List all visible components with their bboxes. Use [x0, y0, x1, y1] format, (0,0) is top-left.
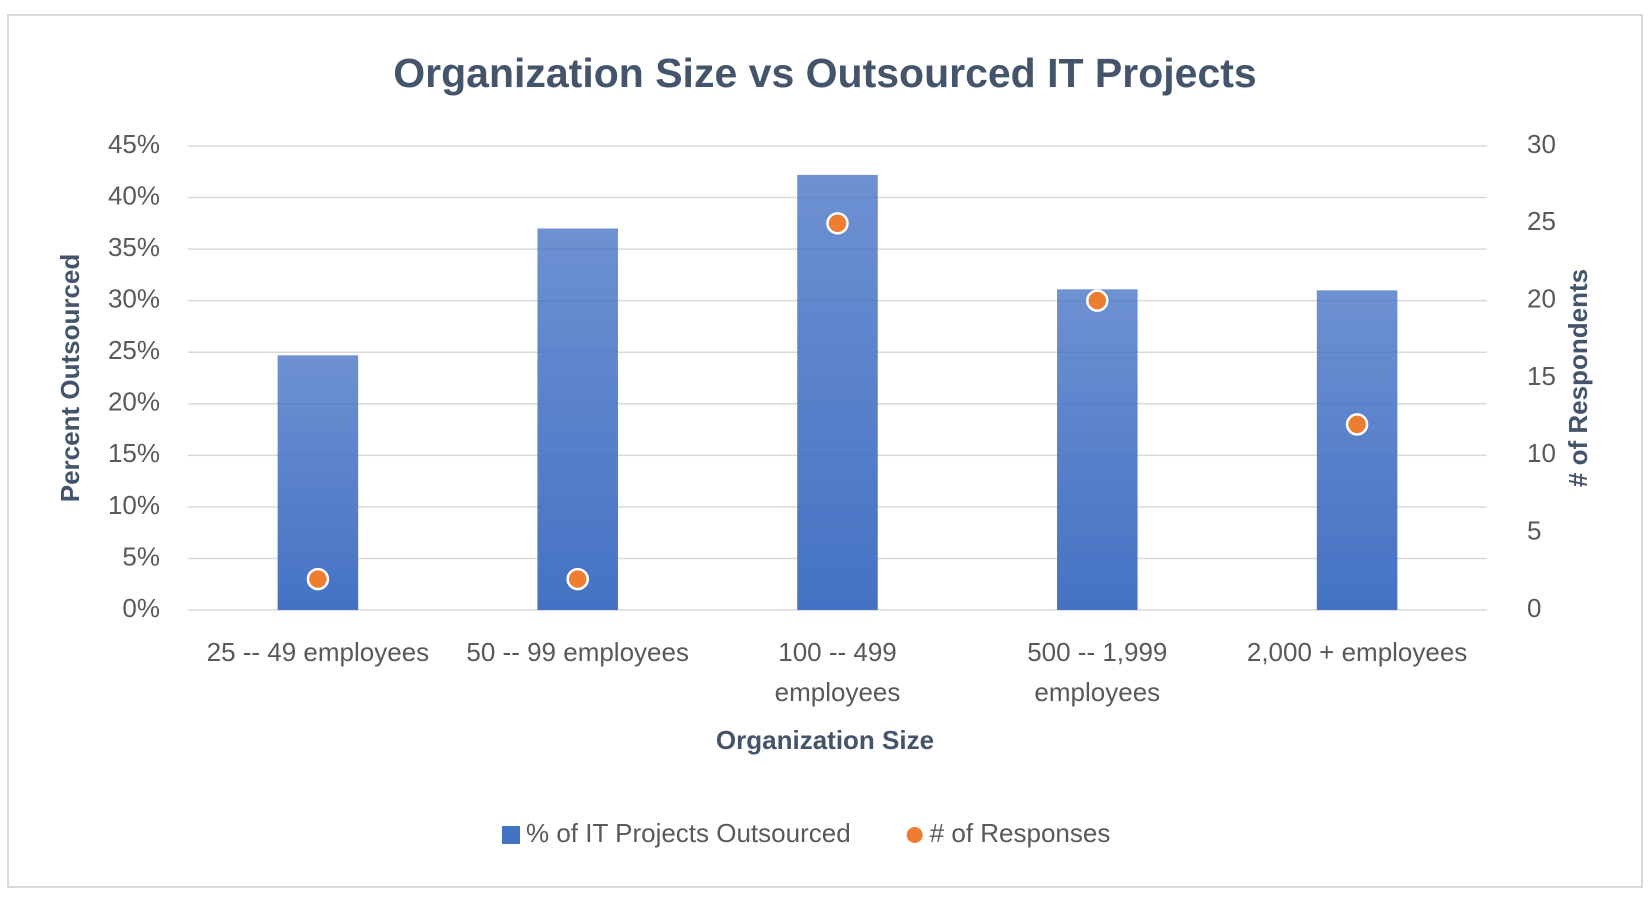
y-tick-label: 35% [108, 232, 160, 262]
y-tick-label: 40% [108, 180, 160, 210]
marker [566, 567, 589, 591]
y2-tick-label: 20 [1527, 284, 1556, 314]
marker [1345, 413, 1369, 436]
legend-label: # of Responses [930, 818, 1111, 848]
y2-axis-title: # of Respondents [1563, 269, 1593, 487]
y2-tick-label: 25 [1527, 206, 1556, 236]
bar [797, 174, 878, 611]
bar [537, 228, 618, 610]
bar [1057, 289, 1138, 610]
bar [277, 355, 359, 610]
marker [306, 567, 330, 591]
chart-title: Organization Size vs Outsourced IT Proje… [393, 50, 1256, 96]
x-tick-label: 50 -- 99 employees [466, 637, 689, 667]
y-tick-label: 25% [108, 335, 160, 365]
x-tick-label: 25 -- 49 employees [206, 637, 430, 667]
y-tick-label: 30% [108, 284, 160, 314]
x-tick-label: 500 -- 1,999 employees [1027, 637, 1168, 707]
y-tick-label: 0% [122, 593, 160, 623]
y-tick-label: 10% [108, 490, 160, 520]
x-axis-title: Organization Size [716, 725, 934, 755]
legend-swatch [502, 826, 520, 844]
y-axis-title: Percent Outsourced [55, 254, 85, 503]
x-tick-label: 100 -- 499 employees [774, 637, 901, 707]
marker [826, 212, 849, 235]
y2-tick-label: 0 [1527, 593, 1541, 623]
y2-tick-label: 15 [1527, 361, 1556, 391]
x-tick-label: 2,000 + employees [1246, 637, 1468, 667]
legend-label: % of IT Projects Outsourced [526, 818, 851, 848]
y-tick-label: 15% [108, 438, 160, 468]
y2-tick-label: 10 [1527, 438, 1556, 468]
y-tick-label: 5% [122, 541, 160, 571]
bar [1316, 290, 1398, 610]
y2-tick-label: 30 [1527, 129, 1556, 159]
marker [1086, 289, 1109, 312]
legend-swatch [904, 825, 925, 845]
y-tick-label: 45% [108, 129, 160, 159]
y-tick-label: 20% [108, 387, 160, 417]
y2-tick-label: 5 [1527, 516, 1541, 546]
